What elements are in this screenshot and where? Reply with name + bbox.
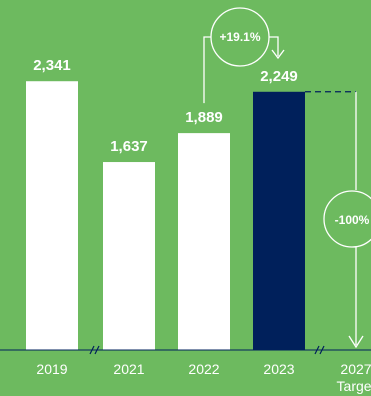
annotation-reduction-circle [323, 190, 371, 248]
tick-label-2023: 2023 [263, 361, 294, 377]
annotation-growth-arrow-line [269, 36, 279, 56]
axis-break-mark-2023 [314, 345, 320, 355]
annotation-growth-text: +19.1% [219, 30, 260, 44]
tick-label-2019: 2019 [36, 361, 67, 377]
bar-2021 [103, 162, 155, 350]
value-label-2023: 2,249 [260, 68, 298, 85]
annotation-layer: +19.1% -100% [203, 7, 371, 349]
bar-2019 [26, 81, 78, 351]
axis-break-mark-2021 [94, 345, 100, 355]
tick-label-2021: 2021 [113, 361, 144, 377]
value-label-2021: 1,637 [110, 138, 148, 155]
annotation-growth-arrowhead [271, 49, 285, 60]
bars-layer [26, 81, 305, 351]
annotation-reduction-text: -100% [335, 213, 370, 227]
tick-label-2022: 2022 [188, 361, 219, 377]
annotation-reduction-arrowhead [348, 335, 364, 349]
axis-layer [0, 345, 371, 355]
bar-2023 [253, 91, 305, 350]
annotation-growth-bracket [203, 36, 211, 104]
value-label-2022: 1,889 [185, 109, 223, 126]
value-label-2019: 2,341 [33, 57, 71, 74]
axis-break-mark-2023 [319, 345, 325, 355]
tick-sublabel-2027: Target [337, 378, 371, 394]
labels-layer: 2,341 2019 1,637 2021 1,889 2022 2,249 2023 2027… [33, 57, 371, 394]
tick-label-2027: 2027 [340, 361, 371, 377]
axis-break-mark-2021 [89, 345, 95, 355]
bar-2022 [178, 133, 230, 350]
